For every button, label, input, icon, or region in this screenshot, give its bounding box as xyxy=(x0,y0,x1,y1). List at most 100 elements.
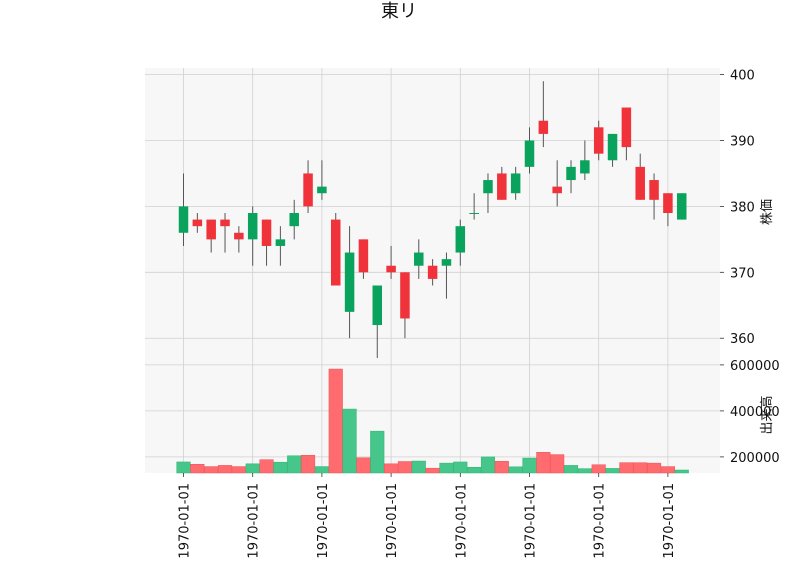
volume-bar xyxy=(660,466,675,474)
candles xyxy=(178,81,687,358)
candle-body xyxy=(192,219,203,227)
volume-bar xyxy=(190,464,205,474)
volume-bar xyxy=(176,461,191,474)
volume-axis-label: 出来高 xyxy=(759,395,775,434)
volume-bar xyxy=(577,468,592,474)
volume-bars xyxy=(176,368,689,474)
candle xyxy=(497,166,507,200)
candle-body xyxy=(178,206,189,233)
candle xyxy=(524,127,535,174)
volume-bar xyxy=(384,463,399,474)
candle xyxy=(510,166,521,200)
candle xyxy=(663,193,673,227)
x-tick-label: 1970-01-01 xyxy=(524,483,539,559)
volume-bar xyxy=(647,462,662,474)
volume-tick-label: 400000 xyxy=(730,405,780,420)
volume-bar xyxy=(563,465,579,474)
candle-body xyxy=(580,160,590,174)
candle xyxy=(289,199,299,240)
volume-bar xyxy=(619,462,634,474)
candle xyxy=(247,206,258,266)
volume-bar xyxy=(287,455,302,474)
candle xyxy=(649,173,659,220)
candle-body xyxy=(621,107,632,148)
price-panel-background xyxy=(145,68,720,358)
candle-body xyxy=(289,213,299,227)
candle xyxy=(455,219,466,266)
candle xyxy=(317,160,327,200)
candle xyxy=(330,213,341,286)
candle-body xyxy=(414,252,424,266)
volume-panel: 200000 400000 600000 出来高 xyxy=(145,358,780,474)
candle-body xyxy=(538,120,549,134)
candle-body xyxy=(386,265,396,273)
volume-bar xyxy=(494,461,509,474)
candle-body xyxy=(635,166,645,200)
candle xyxy=(552,160,562,207)
candle-body xyxy=(676,193,687,220)
candle xyxy=(261,219,272,266)
candle xyxy=(607,133,618,167)
volume-bar xyxy=(370,430,385,474)
candle-body xyxy=(483,180,493,194)
candle-body xyxy=(303,173,313,207)
candle-body xyxy=(234,232,244,240)
candle-body xyxy=(607,133,618,161)
candle-body xyxy=(206,219,216,240)
volume-bar xyxy=(314,466,329,474)
candle xyxy=(386,245,396,279)
candle xyxy=(372,285,383,358)
candle xyxy=(566,160,576,194)
x-axis: 1970-01-01 1970-01-01 1970-01-01 1970-01-01… xyxy=(178,473,677,559)
volume-bar xyxy=(245,463,260,474)
candle-body xyxy=(441,259,452,266)
candle-body xyxy=(400,272,410,319)
candle-body xyxy=(593,127,604,154)
volume-bar xyxy=(342,408,357,474)
candle xyxy=(621,107,632,161)
volume-bar xyxy=(522,457,537,474)
volume-bar xyxy=(508,466,523,474)
volume-bar xyxy=(204,466,219,474)
candle-body xyxy=(552,186,562,194)
candle-body xyxy=(510,173,521,194)
x-tick-label: 1970-01-01 xyxy=(247,483,262,559)
price-tick-label: 360 xyxy=(730,332,755,347)
volume-bar xyxy=(591,464,606,474)
price-axis: 360 370 380 390 400 xyxy=(720,69,755,347)
candle xyxy=(635,153,645,200)
candle xyxy=(344,226,355,339)
candle-body xyxy=(455,226,466,253)
volume-bar xyxy=(328,368,343,474)
volume-bar xyxy=(356,457,371,474)
price-tick-label: 400 xyxy=(730,69,755,84)
candle-body xyxy=(427,265,438,279)
price-tick-label: 370 xyxy=(730,266,755,281)
chart-title: 東リ xyxy=(381,1,417,22)
candle-body xyxy=(261,219,272,246)
candle-body xyxy=(220,219,230,227)
candle-body xyxy=(344,252,355,312)
volume-bar xyxy=(633,462,648,474)
candle xyxy=(580,140,590,181)
volume-bar xyxy=(411,460,426,474)
candle xyxy=(427,259,438,286)
x-tick-label: 1970-01-01 xyxy=(454,483,469,559)
candle-body xyxy=(566,166,576,181)
candle-body xyxy=(275,239,286,246)
candle-body xyxy=(247,213,258,240)
x-tick-label: 1970-01-01 xyxy=(178,483,193,559)
candle-body xyxy=(317,186,327,194)
candle-body xyxy=(358,239,369,273)
volume-bar xyxy=(397,461,412,474)
volume-bar xyxy=(605,468,620,474)
volume-axis: 200000 400000 600000 xyxy=(720,359,780,466)
price-axis-label: 株価 xyxy=(760,199,775,225)
volume-tick-label: 200000 xyxy=(730,451,780,466)
volume-bar xyxy=(301,455,316,474)
x-tick-label: 1970-01-01 xyxy=(593,483,608,559)
price-tick-label: 380 xyxy=(730,200,755,215)
candle xyxy=(400,272,410,339)
x-tick-label: 1970-01-01 xyxy=(662,483,677,559)
candle xyxy=(234,226,244,253)
